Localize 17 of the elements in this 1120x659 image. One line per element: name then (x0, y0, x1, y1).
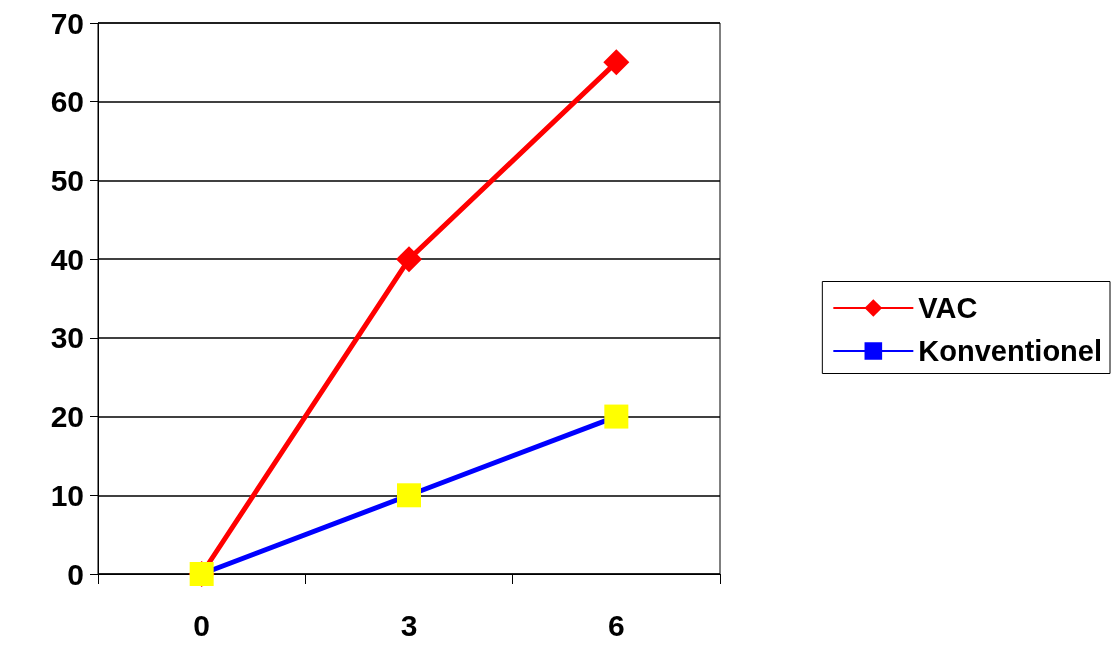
y-tick-label: 50 (50, 163, 84, 197)
point (603, 49, 630, 76)
legend-label: Konventionel (918, 335, 1102, 367)
y-tick-label: 40 (50, 242, 84, 276)
y-tick-label: 10 (50, 478, 84, 512)
x-tick-label: 0 (193, 608, 211, 642)
point (604, 404, 629, 429)
legend-label: VAC (918, 292, 978, 324)
point (396, 246, 422, 273)
point (397, 483, 421, 508)
y-tick-label: 60 (50, 85, 84, 119)
y-tick-label: 0 (67, 557, 84, 591)
y-tick-label: 70 (50, 6, 84, 40)
x-tick-label: 3 (400, 608, 418, 642)
y-tick-label: 20 (50, 400, 84, 434)
x-tick-label: 6 (607, 608, 625, 642)
y-tick-label: 30 (50, 321, 84, 355)
